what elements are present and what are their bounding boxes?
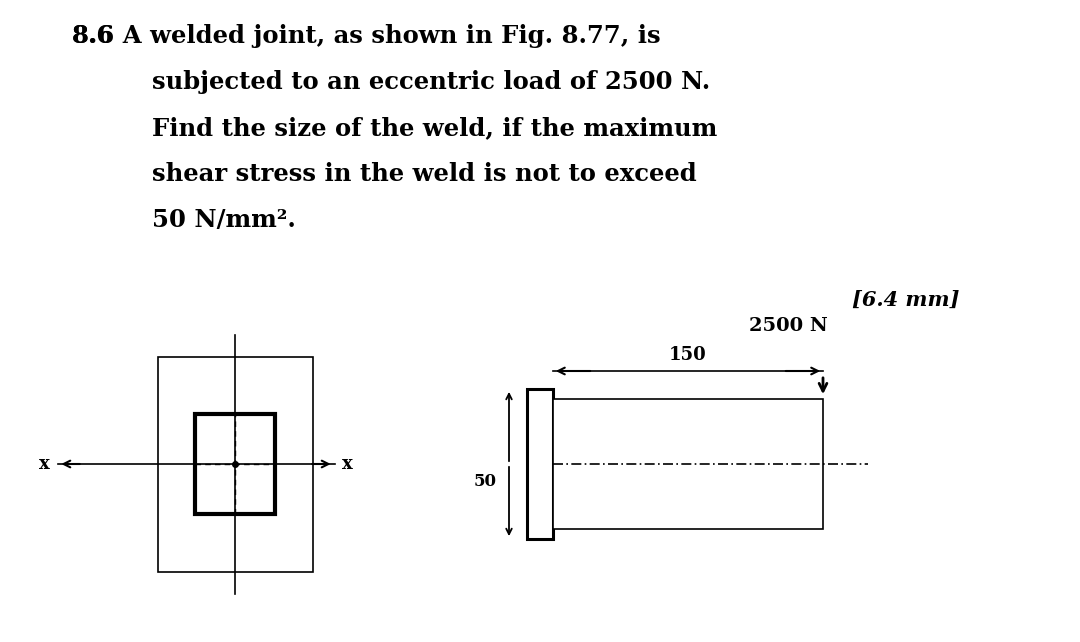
Text: 2500 N: 2500 N: [750, 317, 828, 335]
Bar: [553, 399, 823, 529]
Text: [6.4 mm]: [6.4 mm]: [852, 290, 960, 310]
Text: 150: 150: [670, 346, 707, 364]
Text: 8.6: 8.6: [72, 24, 114, 48]
Text: 50: 50: [474, 474, 497, 490]
Text: x: x: [39, 455, 50, 473]
Text: subjected to an eccentric load of 2500 N.: subjected to an eccentric load of 2500 N…: [152, 70, 711, 94]
Text: shear stress in the weld is not to exceed: shear stress in the weld is not to excee…: [152, 162, 697, 186]
Text: Find the size of the weld, if the maximum: Find the size of the weld, if the maximu…: [152, 116, 717, 140]
Text: 50 N/mm².: 50 N/mm².: [152, 208, 296, 232]
Text: 8.6 A welded joint, as shown in Fig. 8.77, is: 8.6 A welded joint, as shown in Fig. 8.7…: [72, 24, 661, 48]
Bar: [195, 414, 275, 514]
Bar: [527, 389, 553, 539]
Bar: [158, 356, 312, 571]
Text: x: x: [342, 455, 353, 473]
